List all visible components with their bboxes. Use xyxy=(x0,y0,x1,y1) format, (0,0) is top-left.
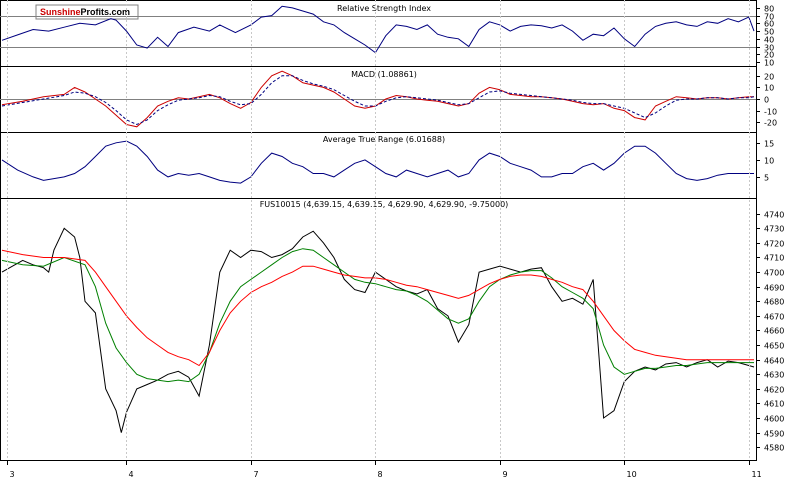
atr-title: Average True Range (6.01688) xyxy=(323,135,445,144)
x-tick-label-4: 9 xyxy=(503,470,508,479)
y-tick-label-3-3: 4610 xyxy=(764,400,784,409)
ma-fast-line xyxy=(1,248,754,383)
x-tick-label-0: 3 xyxy=(10,470,15,479)
y-tick-label-0-2: 30 xyxy=(764,44,774,53)
x-tick-label-3: 8 xyxy=(378,470,383,479)
y-tick-label-3-9: 4670 xyxy=(764,313,784,322)
macd-title: MACD (1.08861) xyxy=(351,70,417,79)
y-tick-label-3-14: 4720 xyxy=(764,240,784,249)
brand-logo-frame xyxy=(35,4,139,20)
y-tick-label-0-4: 50 xyxy=(764,28,774,37)
x-tick-label-1: 4 xyxy=(129,470,134,479)
y-tick-label-3-13: 4710 xyxy=(764,254,784,263)
y-tick-label-1-2: 0 xyxy=(764,96,769,105)
y-tick-label-0-5: 60 xyxy=(764,20,774,29)
y-tick-label-0-6: 70 xyxy=(764,13,774,22)
y-tick-label-2-1: 10 xyxy=(764,157,774,166)
y-tick-label-2-0: 5 xyxy=(764,174,769,183)
y-tick-label-3-7: 4650 xyxy=(764,342,784,351)
y-tick-label-0-1: 20 xyxy=(764,51,774,60)
y-tick-label-0-7: 80 xyxy=(764,5,774,14)
brand-logo-part2: Profits xyxy=(81,7,110,17)
y-tick-label-3-2: 4600 xyxy=(764,415,784,424)
y-tick-label-1-1: -10 xyxy=(764,108,777,117)
y-tick-label-3-4: 4620 xyxy=(764,386,784,395)
y-tick-label-3-16: 4740 xyxy=(764,211,784,220)
y-tick-label-3-15: 4730 xyxy=(764,225,784,234)
brand-logo-text: SunshineProfits.com xyxy=(40,7,130,17)
y-tick-label-0-3: 40 xyxy=(764,36,774,45)
x-tick-label-2: 7 xyxy=(254,470,259,479)
macd-signal-line xyxy=(1,75,755,126)
x-tick-label-6: 11 xyxy=(752,470,762,479)
brand-logo: SunshineProfits.com xyxy=(35,4,139,20)
y-tick-label-1-3: 10 xyxy=(764,84,774,93)
y-tick-label-1-0: -20 xyxy=(764,119,777,128)
brand-logo-part1: Sunshine xyxy=(40,7,81,17)
y-tick-label-2-2: 15 xyxy=(764,140,774,149)
macd-line xyxy=(1,70,754,128)
y-tick-label-1-4: 20 xyxy=(764,73,774,82)
y-tick-label-3-1: 4590 xyxy=(764,430,784,439)
y-tick-label-3-5: 4630 xyxy=(764,371,784,380)
price-line xyxy=(1,227,755,433)
y-tick-label-3-6: 4640 xyxy=(764,357,784,366)
y-tick-label-3-8: 4660 xyxy=(764,327,784,336)
brand-logo-part3: .com xyxy=(109,7,130,17)
x-tick-label-5: 10 xyxy=(627,470,637,479)
rsi-line xyxy=(1,5,755,54)
ma-slow-line xyxy=(1,249,754,367)
price-title: FUS10015 (4,639.15, 4,639.15, 4,629.90, … xyxy=(260,200,509,209)
y-tick-label-3-0: 4580 xyxy=(764,444,784,453)
panels-layer: 1020304050607080-20-10010205101545804590… xyxy=(0,0,784,479)
rsi-title: Relative Strength Index xyxy=(337,4,431,13)
atr-line xyxy=(1,140,754,184)
panel-frame-3 xyxy=(0,198,757,461)
y-tick-label-0-0: 10 xyxy=(764,59,774,68)
y-tick-label-3-11: 4690 xyxy=(764,284,784,293)
y-tick-label-3-12: 4700 xyxy=(764,269,784,278)
y-tick-label-3-10: 4680 xyxy=(764,298,784,307)
